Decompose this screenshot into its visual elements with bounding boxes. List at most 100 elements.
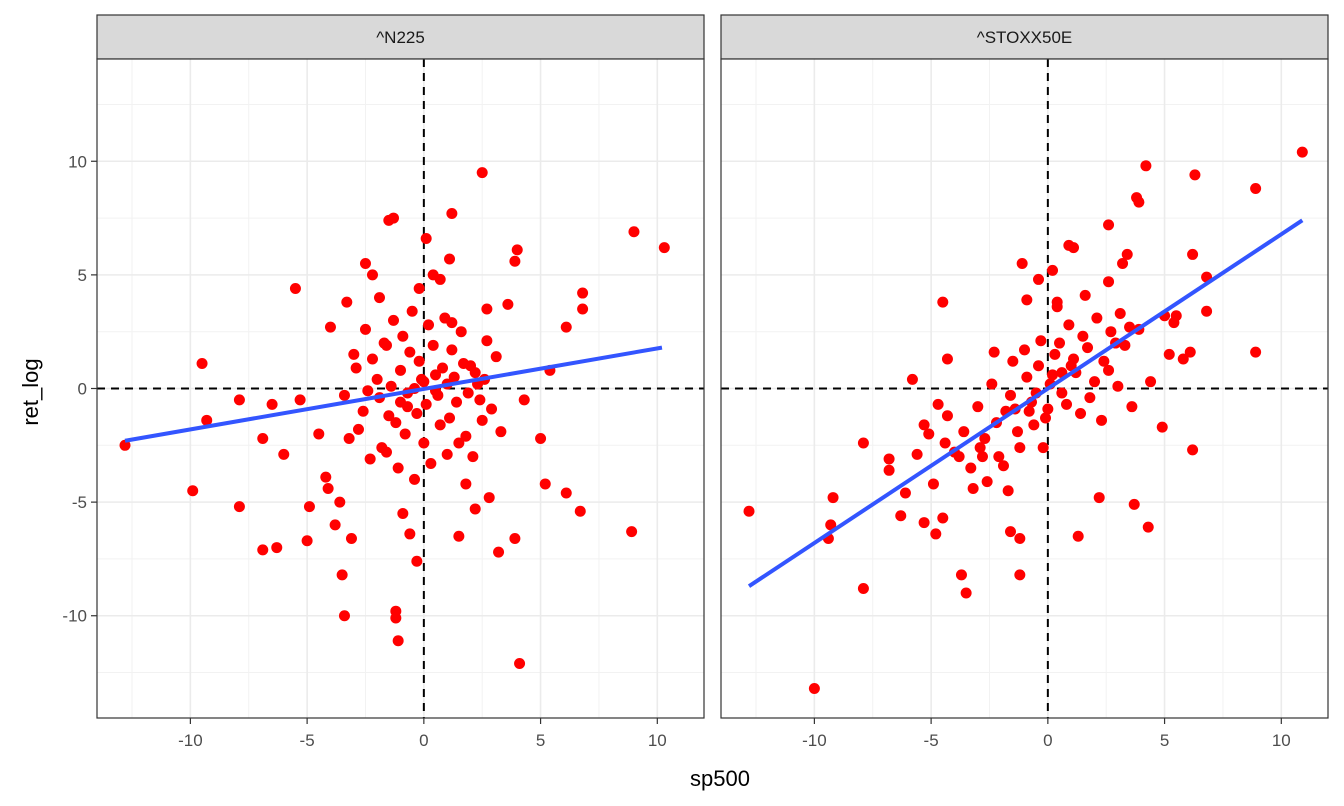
- data-point: [1056, 387, 1068, 399]
- data-point: [628, 226, 640, 238]
- facet-strip: [96, 14, 705, 60]
- data-point: [626, 526, 638, 538]
- data-point: [357, 405, 369, 417]
- x-tick-label: 5: [1160, 731, 1169, 750]
- data-point: [1128, 498, 1140, 510]
- facet-strip-label: ^STOXX50E: [977, 28, 1073, 47]
- data-point: [1014, 569, 1026, 581]
- data-point: [476, 414, 488, 426]
- data-point: [411, 555, 423, 567]
- data-point: [1114, 308, 1126, 320]
- x-tick-label: 0: [1043, 731, 1052, 750]
- data-point: [303, 501, 315, 513]
- data-point: [418, 376, 430, 388]
- data-point: [271, 542, 283, 554]
- data-point: [1075, 407, 1087, 419]
- data-point: [446, 317, 458, 329]
- data-point: [1105, 326, 1117, 338]
- data-point: [1112, 380, 1124, 392]
- x-tick-label: -10: [802, 731, 827, 750]
- x-tick-label: 10: [1272, 731, 1291, 750]
- data-point: [350, 362, 362, 374]
- data-point: [1103, 276, 1115, 288]
- data-point: [1021, 294, 1033, 306]
- data-point: [420, 233, 432, 245]
- data-point: [320, 471, 332, 483]
- data-point: [1119, 339, 1131, 351]
- data-point: [392, 635, 404, 647]
- data-point: [1124, 321, 1136, 333]
- data-point: [1098, 355, 1110, 367]
- data-point: [444, 412, 456, 424]
- data-point: [341, 296, 353, 308]
- data-point: [460, 430, 472, 442]
- data-point: [266, 398, 278, 410]
- data-point: [446, 208, 458, 220]
- data-point: [345, 532, 357, 544]
- data-point: [1187, 444, 1199, 456]
- data-point: [362, 385, 374, 397]
- data-point: [395, 364, 406, 376]
- y-tick-label: 5: [78, 266, 87, 285]
- data-point: [343, 432, 355, 444]
- data-point: [539, 478, 551, 490]
- data-point: [425, 457, 437, 469]
- data-point: [965, 462, 977, 474]
- data-point: [1019, 344, 1030, 356]
- data-point: [1121, 248, 1133, 260]
- x-axis-label: sp500: [690, 766, 750, 791]
- data-point: [390, 605, 402, 617]
- data-point: [385, 380, 397, 392]
- data-point: [448, 371, 460, 383]
- data-point: [257, 544, 269, 556]
- data-points: [119, 167, 670, 669]
- data-point: [257, 432, 269, 444]
- data-point: [906, 373, 918, 385]
- data-point: [1047, 264, 1059, 276]
- data-point: [502, 298, 514, 310]
- data-point: [941, 353, 953, 365]
- data-point: [932, 398, 944, 410]
- data-point: [981, 476, 993, 488]
- data-point: [1033, 360, 1045, 372]
- data-point: [1250, 183, 1262, 195]
- data-point: [1096, 414, 1108, 426]
- x-tick-label: 5: [536, 731, 545, 750]
- data-point: [453, 530, 465, 542]
- y-axis-label: ret_log: [18, 358, 43, 425]
- data-point: [486, 403, 498, 415]
- data-point: [1061, 398, 1073, 410]
- data-point: [1079, 289, 1091, 301]
- data-point: [1145, 376, 1157, 388]
- data-point: [364, 453, 376, 465]
- data-point: [560, 321, 572, 333]
- data-point: [1170, 310, 1182, 322]
- data-point: [857, 582, 869, 594]
- data-point: [918, 517, 930, 529]
- data-point: [1040, 412, 1052, 424]
- data-point: [1163, 348, 1175, 360]
- data-point: [1091, 312, 1103, 324]
- fit-line: [124, 345, 663, 443]
- data-point: [574, 505, 586, 517]
- data-point: [808, 682, 820, 694]
- data-point: [453, 437, 465, 449]
- data-point: [490, 351, 502, 363]
- data-point: [338, 389, 350, 401]
- data-point: [467, 451, 479, 463]
- data-point: [857, 437, 869, 449]
- data-point: [1250, 346, 1262, 358]
- data-point: [390, 417, 402, 429]
- data-point: [511, 244, 523, 256]
- data-point: [404, 346, 416, 358]
- data-point: [409, 473, 421, 485]
- data-point: [1014, 532, 1026, 544]
- data-point: [366, 269, 378, 281]
- data-point: [955, 569, 967, 581]
- data-point: [399, 428, 411, 440]
- data-point: [1051, 296, 1063, 308]
- data-point: [352, 423, 364, 435]
- data-point: [937, 296, 949, 308]
- panel-0: ^N225 -10 -5 0 5 10 -10 -5 0 5 10: [62, 14, 705, 750]
- data-point: [986, 378, 998, 390]
